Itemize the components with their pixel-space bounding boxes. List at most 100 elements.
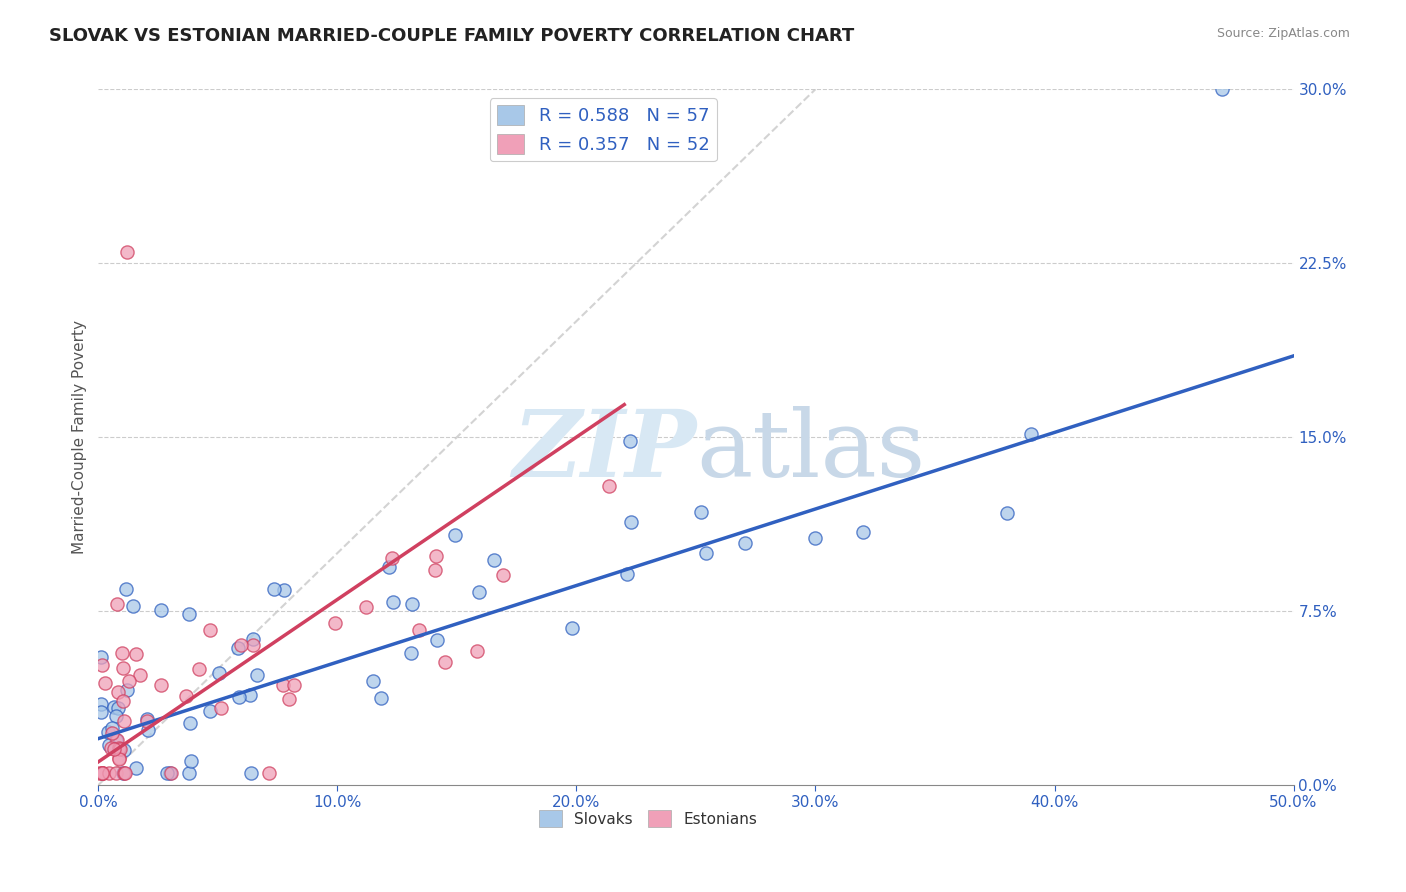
Point [94, 676, 117, 690]
Point [423, 563, 446, 577]
Point [136, 712, 159, 726]
Text: SLOVAK VS ESTONIAN MARRIED-COUPLE FAMILY POVERTY CORRELATION CHART: SLOVAK VS ESTONIAN MARRIED-COUPLE FAMILY… [49, 27, 855, 45]
Point [207, 665, 229, 680]
Point [382, 595, 405, 609]
Point [105, 732, 128, 747]
Point [122, 599, 145, 613]
Point [112, 766, 135, 780]
Point [263, 582, 285, 596]
Point [107, 598, 129, 612]
Point [103, 699, 125, 714]
Point [97, 724, 120, 739]
Point [90, 697, 112, 711]
Point [159, 766, 181, 780]
Text: ZIP: ZIP [512, 406, 696, 496]
Point [561, 621, 583, 635]
Point [492, 567, 515, 582]
Point [356, 600, 378, 615]
Point [118, 673, 141, 688]
Point [156, 766, 179, 780]
Point [112, 661, 135, 675]
Point [108, 751, 131, 765]
Point [465, 643, 488, 657]
Point [136, 723, 159, 737]
Point [689, 506, 711, 520]
Point [103, 742, 125, 756]
Point [277, 692, 299, 706]
Point [97, 739, 120, 753]
Point [112, 743, 135, 757]
Point [104, 766, 127, 780]
Point [381, 550, 404, 565]
Point [399, 646, 422, 660]
Point [100, 741, 122, 756]
Point [259, 765, 281, 780]
Point [408, 623, 430, 637]
Legend: Slovaks, Estonians: Slovaks, Estonians [533, 804, 763, 833]
Point [245, 667, 267, 681]
Point [91, 766, 114, 780]
Point [378, 560, 401, 574]
Point [995, 506, 1018, 520]
Point [240, 766, 263, 780]
Point [128, 668, 150, 682]
Point [229, 638, 252, 652]
Point [90, 705, 112, 719]
Point [107, 685, 129, 699]
Point [179, 715, 201, 730]
Text: atlas: atlas [696, 406, 925, 496]
Point [101, 722, 124, 736]
Point [734, 536, 756, 550]
Point [111, 694, 134, 708]
Point [619, 434, 641, 449]
Y-axis label: Married-Couple Family Poverty: Married-Couple Family Poverty [72, 320, 87, 554]
Point [108, 742, 131, 756]
Point [226, 641, 249, 656]
Point [150, 603, 173, 617]
Point [125, 761, 148, 775]
Point [115, 682, 138, 697]
Point [91, 766, 114, 780]
Point [444, 527, 467, 541]
Point [107, 700, 129, 714]
Point [115, 582, 138, 596]
Point [433, 655, 456, 669]
Point [401, 597, 423, 611]
Point [90, 650, 112, 665]
Point [125, 647, 148, 661]
Point [228, 690, 250, 705]
Point [111, 766, 134, 780]
Point [616, 566, 638, 581]
Point [198, 704, 221, 718]
Point [177, 766, 200, 780]
Point [1019, 426, 1042, 441]
Point [180, 754, 202, 768]
Point [107, 752, 129, 766]
Point [105, 732, 128, 747]
Point [1211, 82, 1233, 96]
Point [695, 546, 717, 560]
Point [136, 714, 159, 729]
Point [804, 531, 827, 545]
Point [239, 688, 262, 702]
Point [242, 632, 264, 647]
Point [852, 524, 875, 539]
Point [89, 766, 111, 780]
Point [91, 658, 114, 673]
Point [114, 766, 136, 780]
Point [361, 674, 384, 689]
Point [273, 582, 295, 597]
Point [115, 244, 138, 259]
Text: Source: ZipAtlas.com: Source: ZipAtlas.com [1216, 27, 1350, 40]
Point [108, 740, 131, 755]
Point [174, 689, 197, 703]
Point [209, 700, 232, 714]
Point [619, 515, 641, 529]
Point [283, 678, 305, 692]
Point [598, 479, 620, 493]
Point [91, 766, 114, 780]
Point [177, 607, 200, 621]
Point [425, 549, 447, 563]
Point [468, 585, 491, 599]
Point [271, 678, 294, 692]
